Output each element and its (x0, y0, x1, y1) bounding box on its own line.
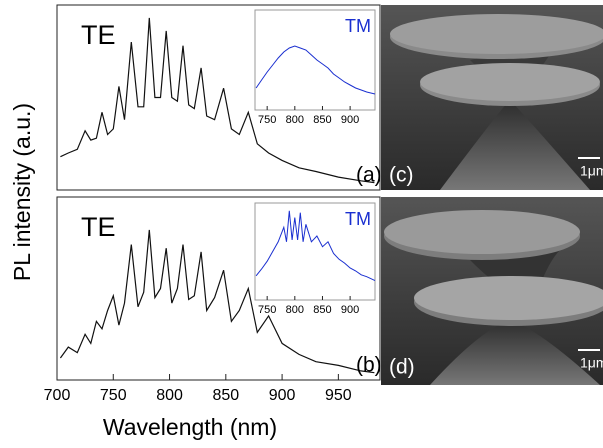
x-tick-label: 750 (258, 114, 276, 126)
panel-label: (c) (389, 164, 414, 187)
x-tick-label: 850 (313, 304, 331, 316)
x-tick-label: 800 (286, 304, 304, 316)
x-tick-label: 800 (156, 387, 183, 404)
x-tick-label: 900 (341, 114, 359, 126)
series-title: TE (81, 20, 116, 50)
panel-label: (a) (356, 164, 382, 187)
series-title: TM (345, 209, 371, 229)
spectrum (59, 229, 375, 374)
scale-label: 1μm (580, 355, 603, 371)
plot-frame (254, 9, 376, 111)
x-tick-label: 950 (325, 387, 352, 404)
plot-frame (254, 202, 376, 301)
scale-label: 1μm (580, 163, 603, 179)
spectrum (255, 45, 376, 95)
sem-image-c (381, 5, 603, 190)
x-tick-label: 850 (212, 387, 239, 404)
panel-label: (b) (356, 354, 382, 377)
x-axis-label: Wavelength (nm) (103, 414, 277, 440)
y-axis-label: PL intensity (a.u.) (9, 103, 35, 281)
x-tick-label: 900 (269, 387, 296, 404)
series-title: TM (345, 16, 371, 36)
series-title: TE (81, 212, 116, 242)
x-tick-label: 800 (286, 114, 304, 126)
x-tick-label: 750 (258, 304, 276, 316)
panel-label: (d) (389, 356, 415, 379)
x-tick-label: 750 (100, 387, 127, 404)
spectrum (255, 210, 376, 282)
x-tick-label: 700 (44, 387, 71, 404)
spectrum (60, 17, 375, 184)
x-tick-label: 850 (313, 114, 331, 126)
x-tick-label: 900 (341, 304, 359, 316)
sem-image-d (381, 197, 603, 385)
